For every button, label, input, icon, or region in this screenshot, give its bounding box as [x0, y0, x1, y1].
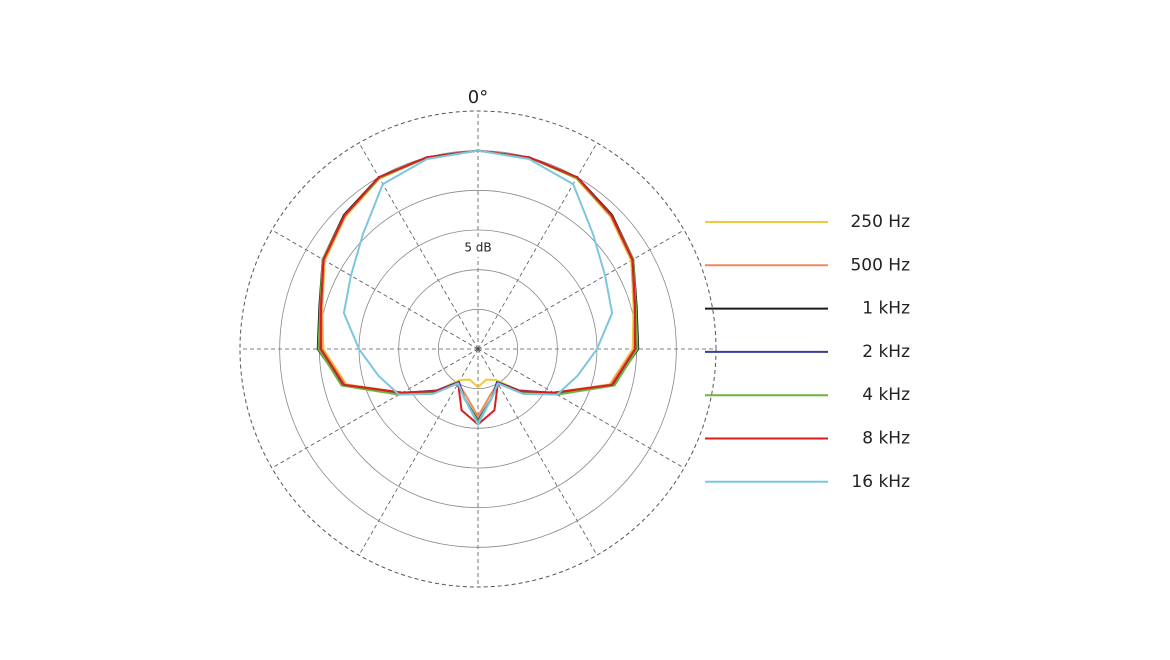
legend-label: 250 Hz — [850, 212, 910, 232]
legend-label: 8 kHz — [862, 429, 910, 449]
ring-label: 5 dB — [464, 241, 491, 255]
polar-line — [342, 149, 614, 426]
ring-label-bg — [458, 239, 498, 257]
legend-label: 4 kHz — [862, 385, 910, 405]
legend-label: 2 kHz — [862, 342, 910, 362]
ring — [239, 110, 717, 588]
ring — [398, 269, 558, 429]
legend-label: 1 kHz — [862, 299, 910, 319]
legend-label: 16 kHz — [851, 472, 910, 492]
ring — [437, 308, 519, 390]
angle-label: 0° — [468, 87, 488, 108]
legend-label: 500 Hz — [850, 255, 910, 275]
